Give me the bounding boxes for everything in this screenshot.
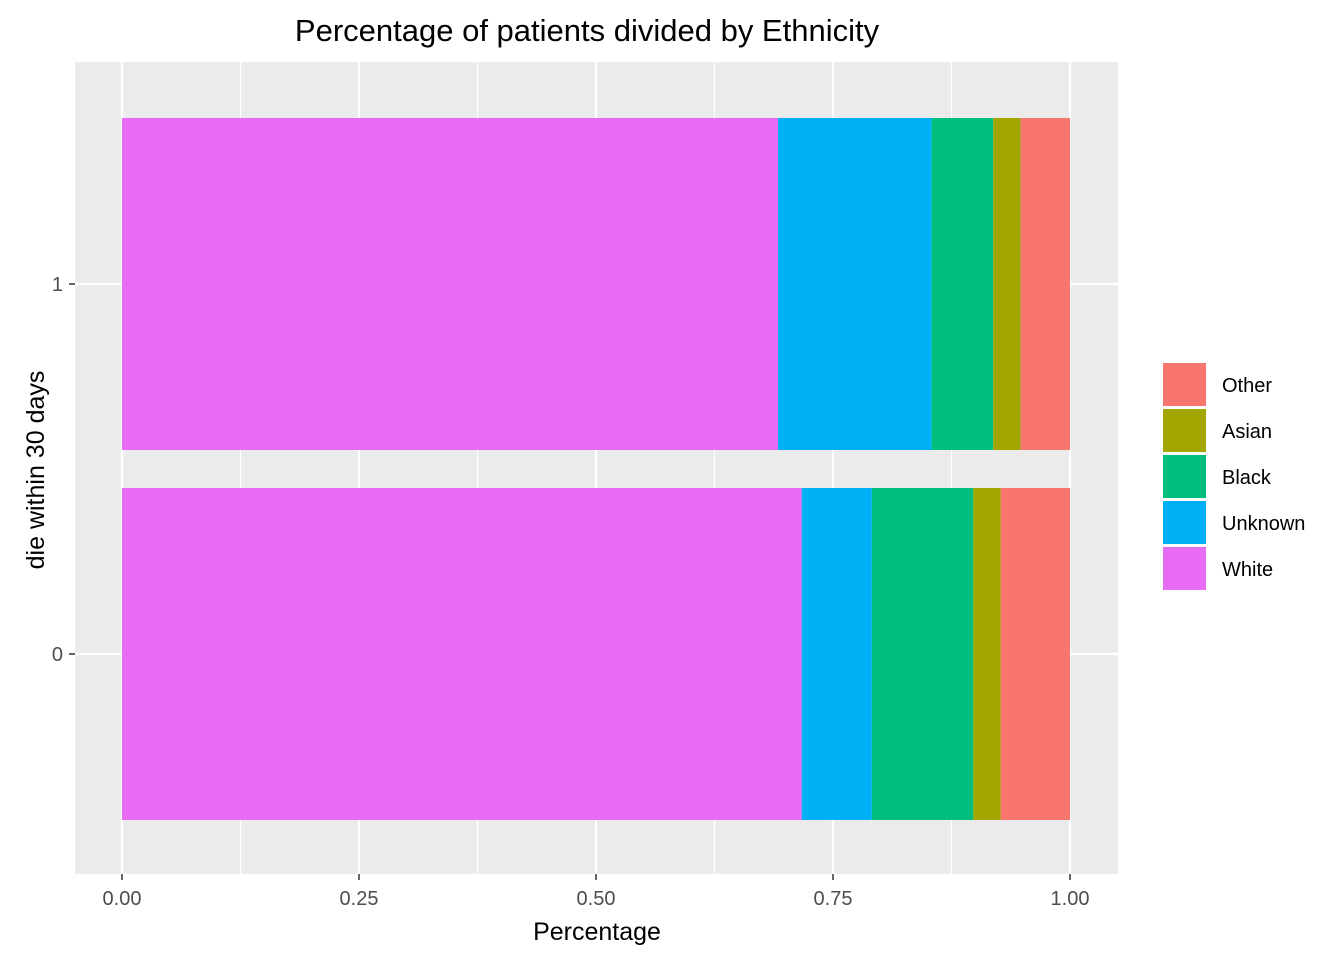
x-axis-title: Percentage	[533, 918, 661, 946]
x-axis: 0.00 0.25 0.50 0.75 1.00	[103, 874, 1090, 910]
legend-key-asian	[1163, 409, 1206, 452]
bar-segment-asian-0	[973, 488, 1001, 820]
bar-segment-white-1	[122, 118, 779, 450]
bar-segment-other-0	[1000, 488, 1070, 820]
bar-segment-unknown-0	[801, 488, 872, 820]
bar-segment-black-0	[871, 488, 974, 820]
bar-segment-other-1	[1020, 118, 1070, 450]
bar-segment-white-0	[122, 488, 802, 820]
bar-segment-unknown-1	[778, 118, 932, 450]
legend: Other Asian Black Unknown White	[1163, 363, 1305, 590]
legend-label-other: Other	[1222, 375, 1272, 397]
legend-key-other	[1163, 363, 1206, 406]
bar-segment-asian-1	[993, 118, 1021, 450]
legend-label-black: Black	[1222, 467, 1272, 489]
legend-label-asian: Asian	[1222, 421, 1272, 443]
y-tick-label: 0	[52, 644, 63, 666]
bar-segment-black-1	[931, 118, 994, 450]
bars	[122, 118, 1070, 820]
x-tick-label: 0.25	[340, 888, 379, 910]
legend-key-unknown	[1163, 501, 1206, 544]
x-tick-label: 1.00	[1051, 888, 1090, 910]
x-tick-label: 0.50	[577, 888, 616, 910]
y-axis: 10	[52, 274, 75, 666]
legend-label-white: White	[1222, 559, 1273, 581]
legend-key-white	[1163, 547, 1206, 590]
y-axis-title: die within 30 days	[22, 371, 50, 570]
x-tick-label: 0.00	[103, 888, 142, 910]
y-tick-label: 1	[52, 274, 63, 296]
x-tick-label: 0.75	[814, 888, 853, 910]
legend-label-unknown: Unknown	[1222, 513, 1305, 535]
legend-key-black	[1163, 455, 1206, 498]
chart-title: Percentage of patients divided by Ethnic…	[295, 13, 880, 48]
